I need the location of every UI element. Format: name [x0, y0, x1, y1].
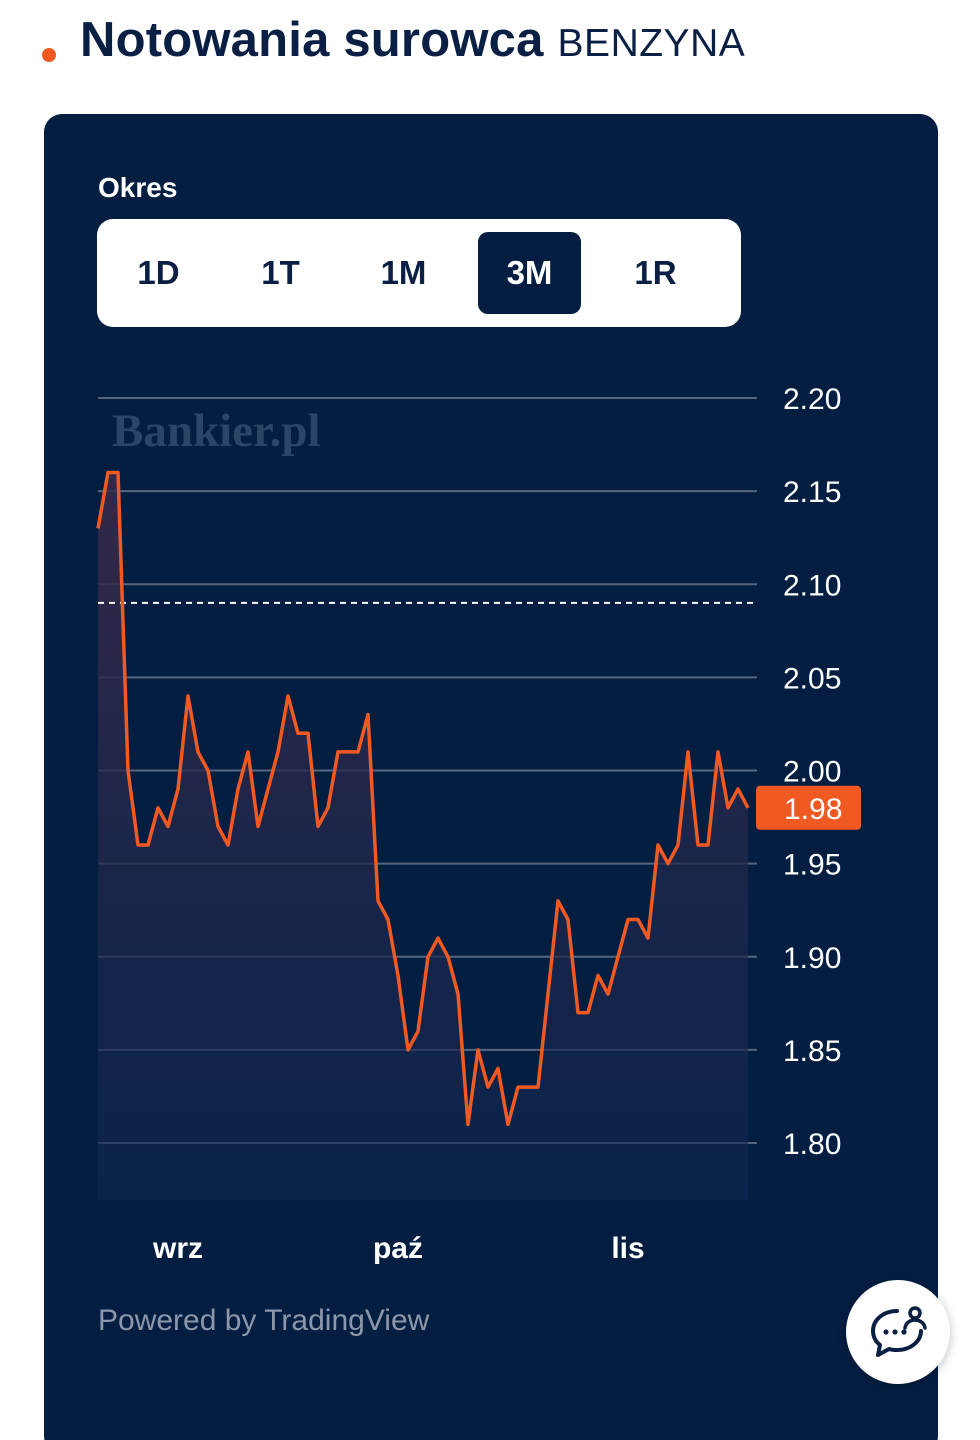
page-title: Notowania surowca BENZYNA — [80, 12, 745, 68]
price-chart[interactable]: Bankier.pl 2.20 2.15 2.10 2.05 2.00 1.95 1.90 1… — [0, 0, 980, 1300]
last-price-badge-bg — [756, 785, 861, 830]
x-tick-label: paź — [373, 1232, 423, 1265]
price-area — [98, 472, 748, 1200]
commodity-name: BENZYNA — [557, 22, 746, 65]
period-1m-button[interactable]: 1M — [380, 254, 427, 291]
y-tick-label: 1.80 — [783, 1128, 841, 1161]
bankier-watermark: Bankier.pl — [112, 405, 321, 457]
last-price-badge: 1.98 — [756, 785, 861, 830]
y-tick-label: 1.85 — [783, 1035, 841, 1068]
chat-button[interactable] — [846, 1280, 950, 1384]
chart-panel: Okres 1D 1T 1M 3M 1R Powered by TradingV… — [44, 114, 938, 1440]
x-tick-label: lis — [611, 1232, 644, 1265]
period-1r-button[interactable]: 1R — [634, 254, 677, 291]
title-text: Notowania surowca — [80, 13, 544, 67]
period-1t-button[interactable]: 1T — [261, 254, 300, 291]
orange-dot-icon — [42, 48, 56, 62]
period-label: Okres — [98, 172, 178, 203]
y-axis-labels: 2.20 2.15 2.10 2.05 2.00 1.95 1.90 1.85 1.80 — [783, 383, 841, 1161]
x-tick-label: wrz — [152, 1232, 203, 1265]
y-tick-label: 1.90 — [783, 942, 841, 975]
period-3m-button[interactable]: 3M — [478, 232, 581, 314]
price-line — [96, 470, 750, 1127]
y-tick-label: 2.05 — [783, 662, 841, 695]
y-tick-label: 2.00 — [783, 756, 841, 789]
x-axis-labels: wrz paź lis — [152, 1232, 645, 1265]
period-selector: 1D 1T 1M 3M 1R — [97, 219, 741, 327]
last-price-value: 1.98 — [784, 793, 842, 826]
y-tick-label: 1.95 — [783, 849, 841, 882]
y-tick-label: 2.10 — [783, 569, 841, 602]
y-tick-label: 2.15 — [783, 476, 841, 509]
period-1d-button[interactable]: 1D — [137, 254, 180, 291]
y-tick-label: 2.20 — [783, 383, 841, 416]
chat-bubble-icon — [871, 1306, 927, 1357]
powered-by-tradingview[interactable]: Powered by TradingView — [98, 1304, 430, 1337]
